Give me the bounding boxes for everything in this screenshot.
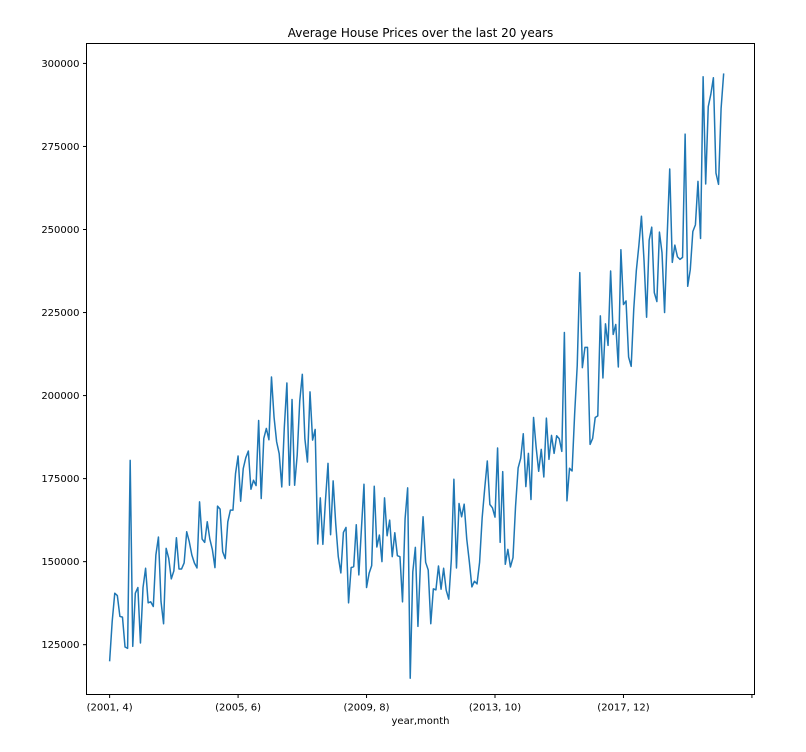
y-tick-label: 200000 — [41, 391, 79, 402]
y-tick-label: 225000 — [41, 308, 79, 319]
x-axis-label: year,month — [392, 716, 450, 727]
y-tick-label: 300000 — [41, 59, 79, 70]
y-tick-label: 175000 — [41, 474, 79, 485]
x-tick-label: (2001, 4) — [87, 703, 133, 714]
x-tick-label: (2013, 10) — [469, 703, 521, 714]
x-tick-label: (2005, 6) — [215, 703, 261, 714]
plot-area — [108, 73, 725, 679]
series-line — [108, 73, 725, 679]
x-axis: (2001, 4) (2005, 6) (2009, 8) (2013, 10) (20… — [87, 694, 753, 714]
chart-title: Average House Prices over the last 20 ye… — [288, 26, 554, 40]
y-tick-label: 250000 — [41, 225, 79, 236]
axes-frame — [86, 43, 755, 695]
x-tick-label: (2017, 12) — [597, 703, 649, 714]
y-tick-label: 150000 — [41, 557, 79, 568]
y-axis: 125000 150000 175000 200000 225000 250000 2750… — [41, 59, 87, 651]
x-tick-label: (2009, 8) — [344, 703, 390, 714]
y-tick-label: 275000 — [41, 142, 79, 153]
y-tick-label: 125000 — [41, 640, 79, 651]
